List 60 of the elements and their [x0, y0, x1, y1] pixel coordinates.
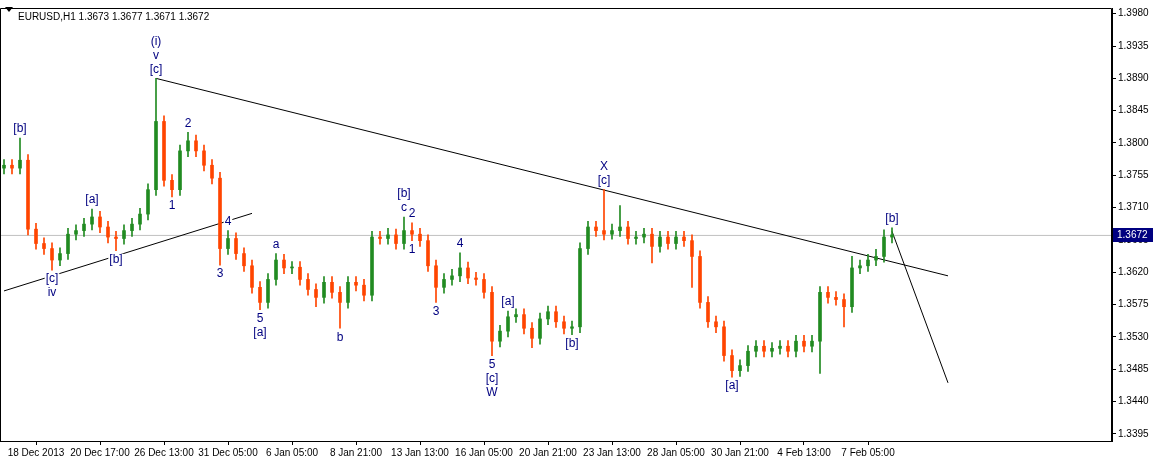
y-tick-label: 1.3890 — [1118, 72, 1150, 84]
annotation: 5 — [256, 310, 264, 325]
y-tick-label: 1.3395 — [1118, 427, 1150, 439]
annotation: [c] — [597, 172, 611, 187]
annotation: [a] — [501, 294, 515, 309]
x-tick-label: 28 Jan 05:00 — [647, 446, 706, 458]
annotation: W — [486, 384, 499, 399]
x-tick-label: 23 Jan 13:00 — [583, 446, 642, 458]
y-tick-label: 1.3845 — [1118, 104, 1150, 116]
y-tick-label: 1.3485 — [1118, 362, 1150, 374]
annotation: [c] — [45, 271, 59, 286]
x-tick-label: 18 Dec 2013 — [7, 446, 65, 458]
y-tick-label: 1.3980 — [1118, 7, 1150, 19]
annotation: [a] — [253, 324, 267, 339]
annotation: c — [401, 200, 407, 215]
x-tick-label: 4 Feb 13:00 — [777, 446, 832, 458]
annotation: a — [272, 236, 280, 251]
y-tick-label: 1.3620 — [1118, 266, 1150, 277]
annotation: 4 — [456, 236, 464, 251]
y-tick-label: 1.3755 — [1118, 169, 1150, 181]
chart-title: EURUSD,H1 1.3673 1.3677 1.3671 1.3672 — [18, 10, 210, 22]
annotation: [b] — [565, 336, 579, 351]
y-tick-label: 1.3935 — [1118, 39, 1150, 51]
x-tick-label: 7 Feb 05:00 — [841, 446, 896, 458]
y-tick-label: 1.3530 — [1118, 330, 1150, 342]
annotation: [b] — [885, 211, 899, 226]
annotation: 4 — [224, 213, 232, 228]
x-tick-label: 16 Jan 05:00 — [455, 446, 514, 458]
annotation: [c] — [485, 370, 499, 385]
annotation: iv — [47, 285, 57, 300]
annotation: [b] — [13, 121, 27, 136]
annotation: [c] — [149, 61, 163, 76]
annotation: 2 — [408, 206, 416, 221]
annotation: 2 — [184, 115, 192, 130]
annotation: 1 — [168, 198, 176, 213]
annotation: b — [336, 329, 344, 344]
annotation: 1 — [408, 241, 416, 256]
x-tick-label: 20 Dec 17:00 — [70, 446, 131, 458]
y-tick-label: 1.3800 — [1118, 136, 1150, 148]
x-tick-label: 30 Jan 21:00 — [711, 446, 770, 458]
x-tick-label: 8 Jan 21:00 — [329, 446, 383, 458]
y-tick-label: 1.3440 — [1118, 395, 1150, 407]
y-tick-label: 1.3710 — [1118, 201, 1150, 213]
x-tick-label: 31 Dec 05:00 — [198, 446, 259, 458]
x-tick-label: 6 Jan 05:00 — [265, 446, 319, 458]
annotation: [a] — [85, 192, 99, 207]
annotation: [b] — [109, 252, 123, 267]
annotation: v — [153, 47, 159, 62]
x-tick-label: 26 Dec 13:00 — [134, 446, 195, 458]
annotation: X — [599, 158, 609, 173]
annotation: 3 — [432, 303, 440, 318]
annotation: 5 — [488, 356, 496, 371]
annotation: (i) — [150, 33, 162, 48]
y-tick-label: 1.3575 — [1118, 298, 1150, 310]
ref-line-label: 1.3672 — [1117, 228, 1149, 240]
annotation: 3 — [216, 266, 224, 281]
x-tick-label: 13 Jan 13:00 — [391, 446, 450, 458]
annotation: [b] — [397, 186, 411, 201]
x-tick-label: 20 Jan 21:00 — [519, 446, 578, 458]
annotation: [a] — [725, 378, 739, 393]
